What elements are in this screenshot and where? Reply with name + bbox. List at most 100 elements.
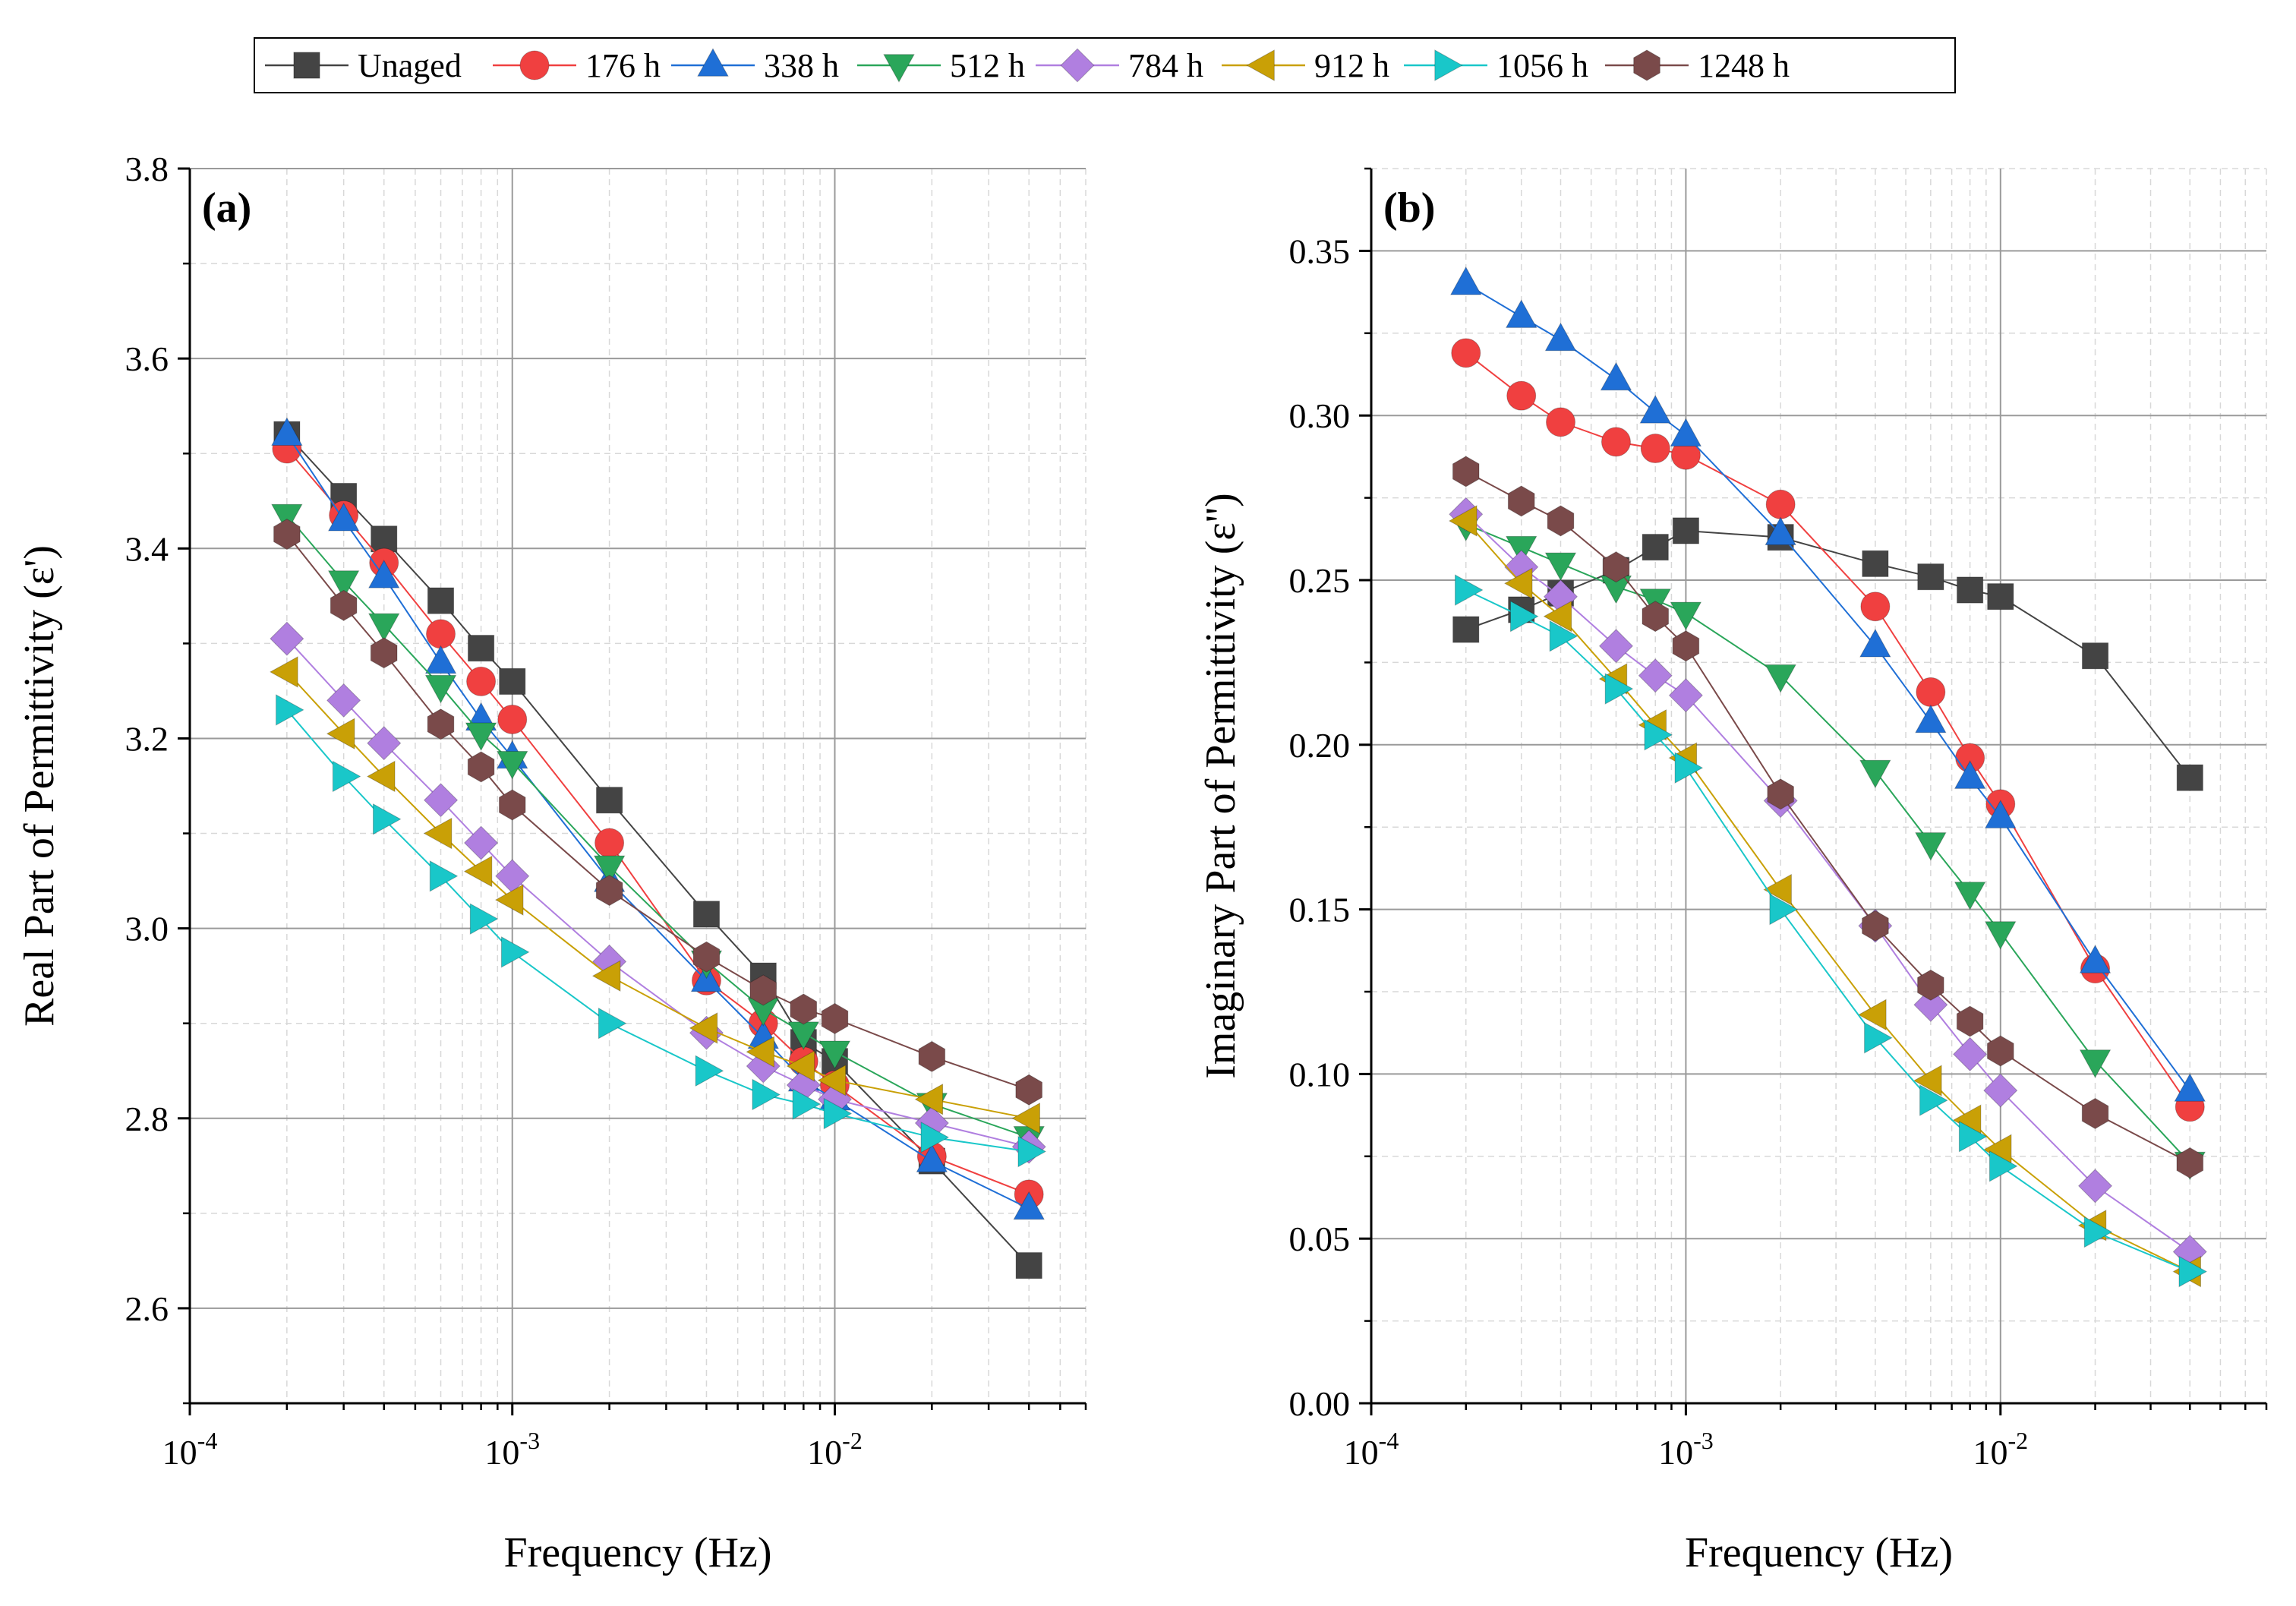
data-point [1640,434,1670,464]
legend-label: Unaged [358,47,462,84]
data-point [1448,505,1478,537]
data-point [1604,673,1634,705]
y-tick-label: 3.8 [125,150,169,188]
data-point [269,656,298,688]
data-point [1505,535,1538,565]
data-point [1642,601,1669,633]
y-axis-title: Imaginary Part of Permittivity (ε'') [1197,493,1244,1079]
data-point [1763,873,1792,906]
data-point [497,704,528,734]
data-point [790,993,818,1025]
data-point [1956,1005,1984,1037]
series-1248-h [1452,456,2204,1178]
data-point [427,708,455,740]
data-point [1769,893,1799,926]
data-point [1919,1084,1948,1116]
data-point [1859,759,1891,789]
legend-item-unaged: Unaged [265,47,462,84]
data-point [494,884,524,916]
data-point [332,760,361,793]
data-point [1505,299,1538,328]
legend-item-784-h: 784 h [1036,47,1203,84]
legend-marker [1246,49,1275,81]
data-point [695,1055,724,1087]
data-point [326,718,355,750]
y-tick-label: 3.0 [125,910,169,948]
x-tick-label: 10-4 [162,1427,218,1472]
data-point [1013,1191,1046,1220]
data-point [1862,550,1889,577]
data-point [424,674,457,704]
series-912-h [269,656,1040,1134]
legend-marker [293,52,320,79]
data-point [367,613,400,642]
data-point [1864,1021,1893,1054]
data-point [1987,583,2014,611]
data-point [1983,1073,2018,1108]
data-point [1954,882,1986,910]
data-point [1862,910,1889,942]
data-point [427,587,455,614]
panel-label: (a) [202,185,251,232]
legend-marker [1434,49,1463,81]
y-tick-label: 0.20 [1289,726,1351,765]
data-point [1545,407,1575,437]
data-point [1506,380,1537,411]
x-axis-title: Frequency (Hz) [1685,1529,1953,1576]
data-point [467,751,495,783]
data-point [327,502,360,532]
x-tick-label: 10-3 [1658,1427,1714,1472]
data-point [1507,485,1535,517]
data-point [692,901,721,928]
data-point [792,1088,822,1120]
data-point [1915,704,1947,734]
data-point [1672,630,1700,662]
data-point [270,621,304,656]
data-point [367,726,402,761]
data-point [496,751,528,780]
y-tick-label: 2.8 [125,1100,169,1138]
data-point [1917,969,1944,1001]
x-axis-title: Frequency (Hz) [504,1529,772,1576]
data-point [1598,629,1634,664]
series-1056-h [1455,574,2208,1288]
data-point [2079,1049,2112,1078]
legend-marker [519,50,550,80]
data-point [1015,1252,1042,1279]
legend-label: 512 h [950,47,1025,84]
data-point [2083,1216,2113,1248]
legend-item-912-h: 912 h [1222,47,1389,84]
data-point [327,570,360,599]
y-tick-label: 3.2 [125,719,169,758]
data-point [1917,563,1944,591]
data-point [370,637,398,669]
data-point [366,760,396,793]
data-point [1451,338,1481,368]
data-point [330,589,358,621]
data-point [594,828,625,858]
data-point [271,417,303,446]
data-point [1913,1065,1942,1096]
y-tick-label: 0.35 [1289,232,1351,270]
y-tick-label: 2.6 [125,1289,169,1328]
data-point [1989,1150,2018,1182]
legend-label: 338 h [764,47,839,84]
data-point [1543,600,1572,633]
legend-label: 176 h [585,47,661,84]
panel-b: 0.00 0.05 0.10 0.15 0.20 0.25 0.30 0.35 10-4 10-3… [1197,167,2268,1576]
data-point [463,825,499,860]
legend-item-1056-h: 1056 h [1404,47,1588,84]
legend: Unaged 176 h 338 h 512 h 784 h 912 h 1056 h 124… [254,37,1956,93]
data-point [595,875,623,907]
series-1248-h [273,519,1042,1106]
data-point [1668,678,1703,713]
data-point [1860,592,1891,622]
data-point [276,694,304,726]
data-point [1954,760,1986,789]
y-tick-label: 0.00 [1289,1384,1351,1423]
x-tick-label: 10-3 [484,1427,540,1472]
axes: 0.00 0.05 0.10 0.15 0.20 0.25 0.30 0.35 10-4 10-3… [1289,167,2268,1472]
data-point [818,1040,851,1070]
data-point [786,1050,815,1082]
